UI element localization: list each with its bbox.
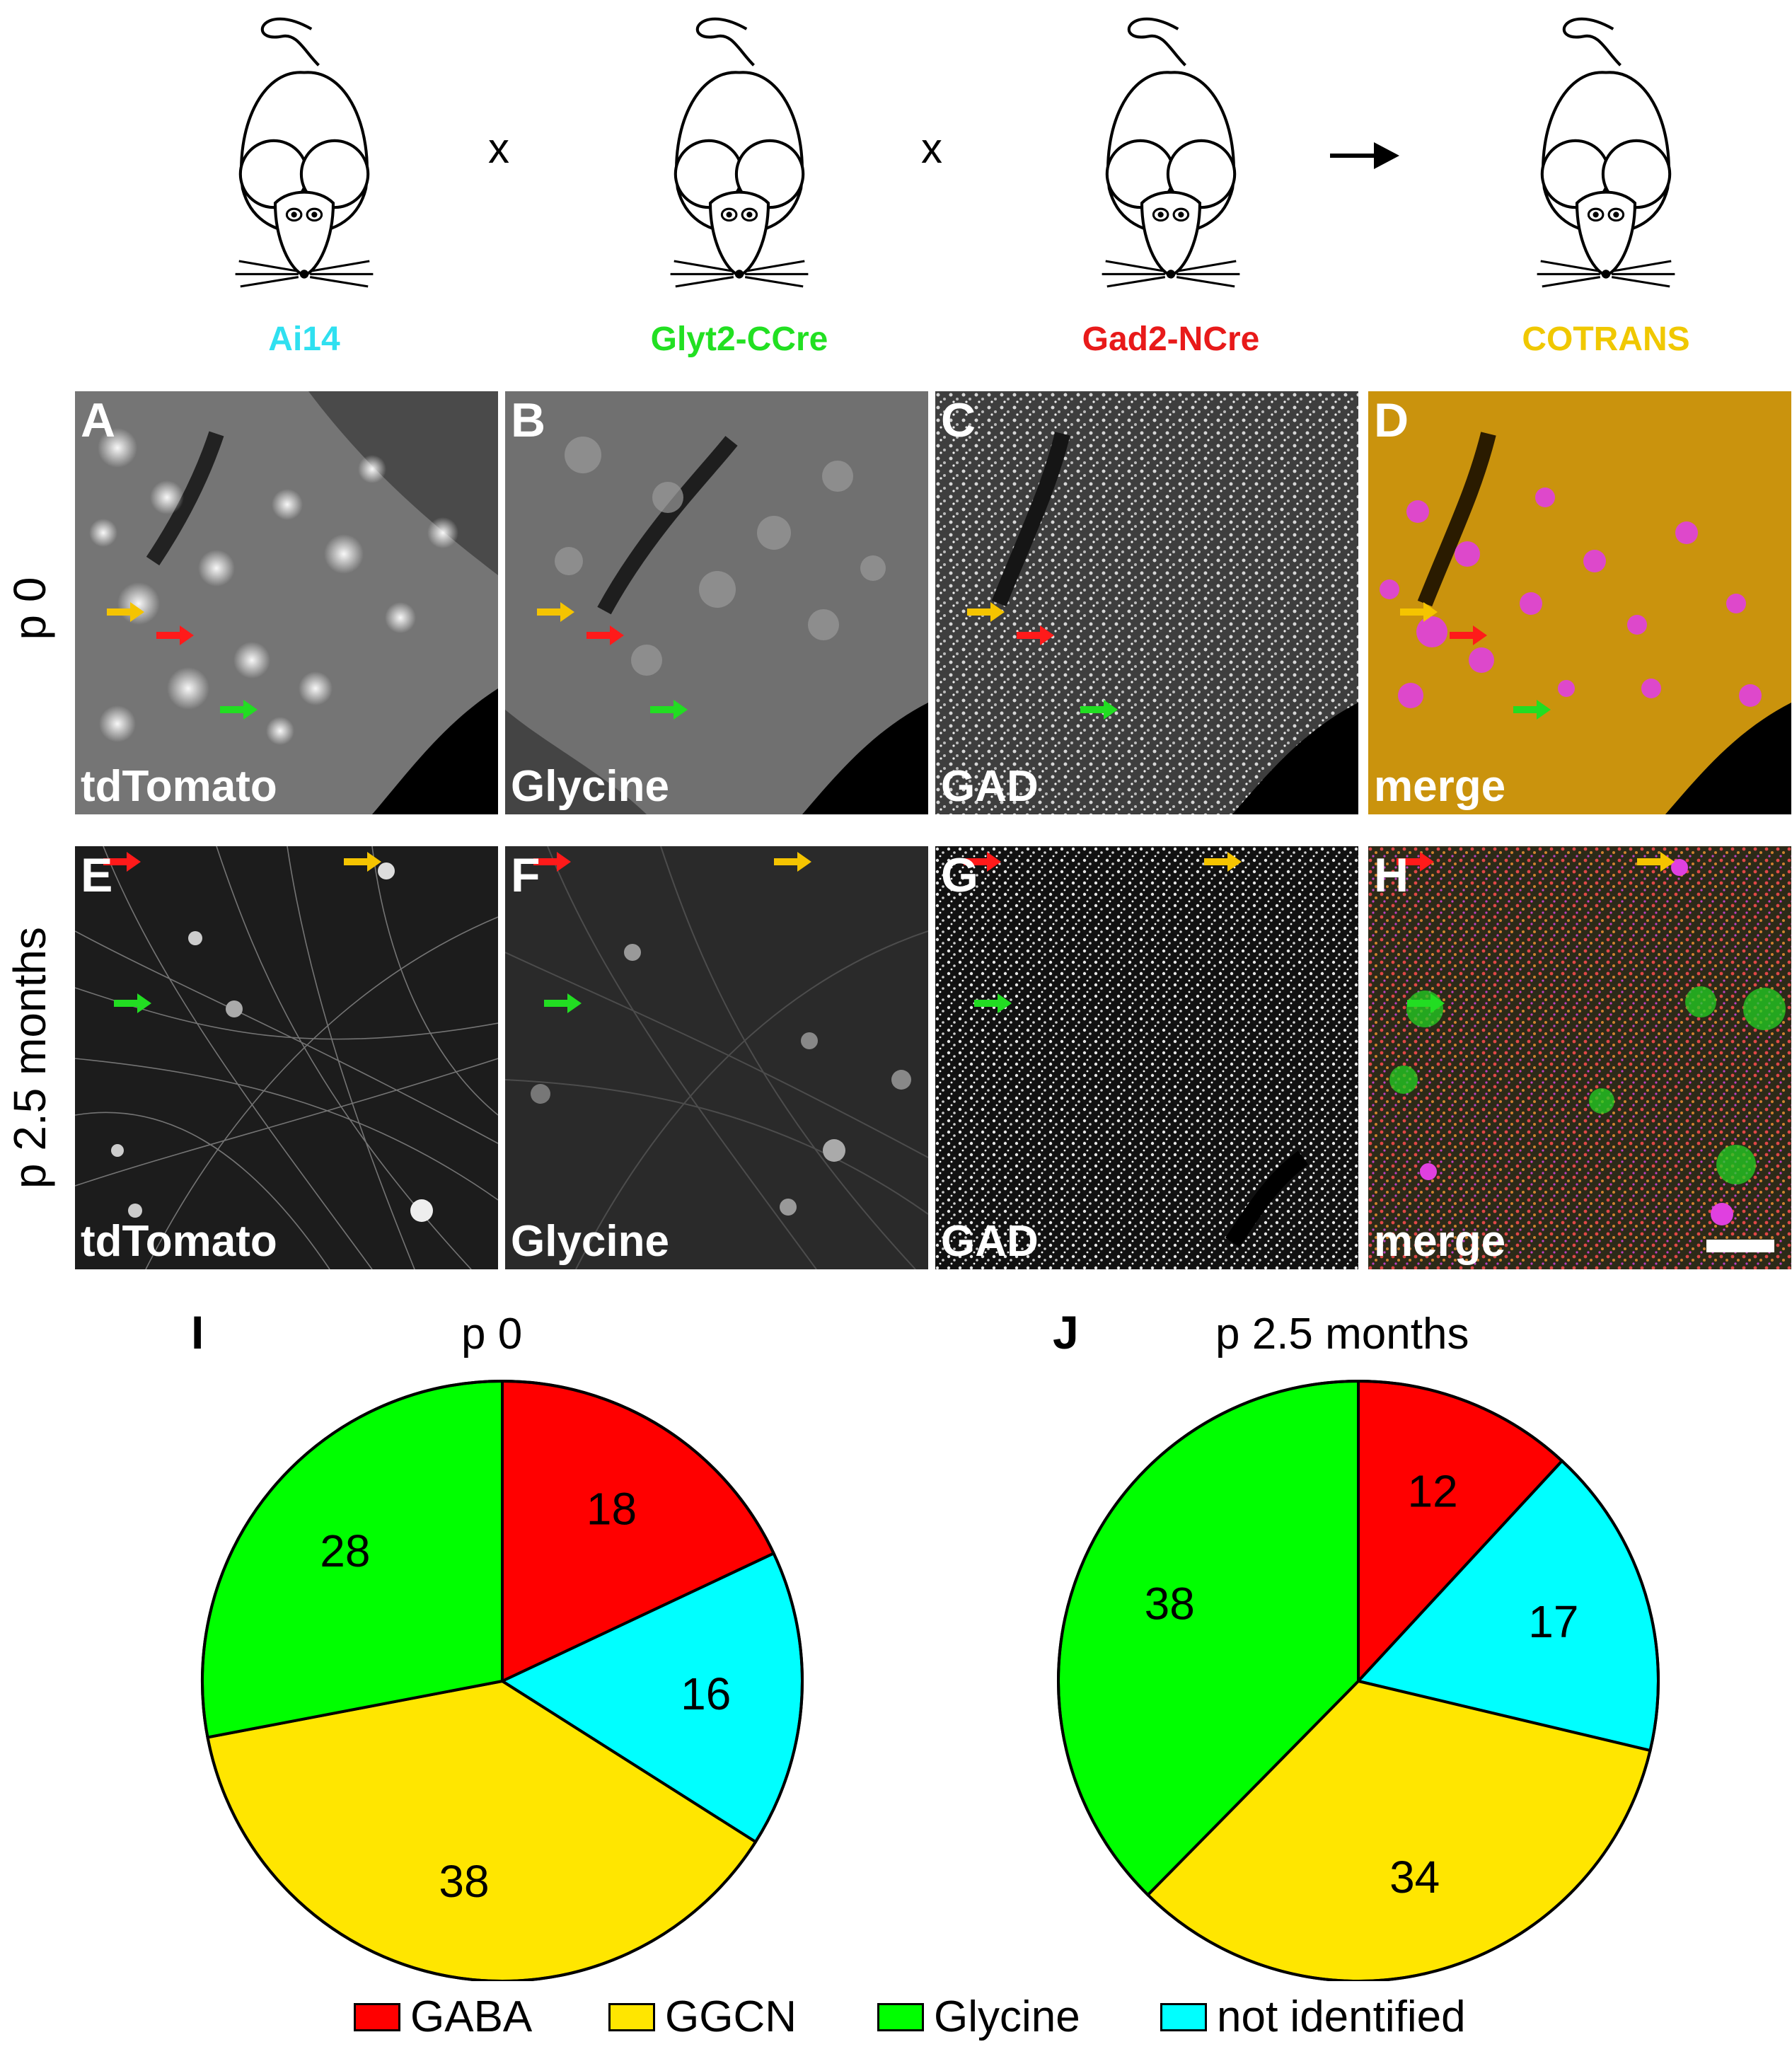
panel-letter-c: C (941, 393, 976, 447)
legend-label-gaba: GABA (410, 1992, 533, 2041)
panel-letter-e: E (81, 848, 113, 902)
legend-item-gaba: GABA (354, 1992, 532, 2042)
mouse-label-gad2: Gad2-NCre (1082, 321, 1260, 358)
mouse-cotrans-icon (1532, 0, 1680, 290)
chart-title-i: p 0 (461, 1310, 523, 1358)
panel-label-d: merge (1374, 762, 1506, 811)
pie-label-gaba: 12 (1408, 1466, 1458, 1517)
scale-bar (1706, 1240, 1774, 1252)
micrograph-panel-g: G GAD (935, 846, 1358, 1269)
pie-chart-p0: 18 16 38 28 (201, 1379, 804, 1981)
pie-label-ggcn: 34 (1389, 1852, 1440, 1903)
cross-operator-2: x (921, 125, 942, 172)
micrograph-panel-e: E tdTomato (75, 846, 498, 1269)
row-label-p0: p 0 (4, 577, 55, 640)
panel-label-h: merge (1374, 1217, 1506, 1266)
mouse-label-glyt2: Glyt2-CCre (650, 321, 828, 358)
mouse-gad2-icon (1097, 0, 1245, 290)
panel-letter-b: B (511, 393, 546, 447)
panel-letter-g: G (941, 848, 978, 902)
panel-label-g: GAD (941, 1217, 1039, 1266)
legend-swatch-not-identified (1160, 2002, 1207, 2031)
mouse-label-ai14: Ai14 (268, 321, 340, 358)
micrograph-panel-f: F Glycine (505, 846, 928, 1269)
pie-label-glycine: 28 (320, 1525, 370, 1576)
panel-label-b: Glycine (511, 762, 669, 811)
cross-operator-1: x (488, 125, 509, 172)
mouse-ai14-icon (230, 0, 378, 290)
panel-letter-a: A (81, 393, 116, 447)
chart-legend: GABA GGCN Glycine not identified (0, 1992, 1792, 2048)
panel-label-a: tdTomato (81, 762, 277, 811)
row-label-p25: p 2.5 months (4, 927, 55, 1189)
legend-label-not-identified: not identified (1217, 1992, 1466, 2041)
panel-label-f: Glycine (511, 1217, 669, 1266)
panel-label-e: tdTomato (81, 1217, 277, 1266)
legend-label-glycine: Glycine (934, 1992, 1080, 2041)
panel-letter-h: H (1374, 848, 1409, 902)
micrograph-panel-b: B Glycine (505, 391, 928, 814)
pie-label-gaba: 18 (586, 1484, 637, 1535)
legend-swatch-ggcn (608, 2002, 655, 2031)
pie-label-ggcn: 38 (439, 1856, 489, 1907)
micrograph-panel-d: D merge (1368, 391, 1791, 814)
legend-item-glycine: Glycine (877, 1992, 1080, 2042)
panel-letter-d: D (1374, 393, 1409, 447)
legend-item-not-identified: not identified (1160, 1992, 1466, 2042)
arrow-right-icon (1330, 142, 1399, 169)
mouse-glyt2-icon (665, 0, 814, 290)
pie-label-not-identified: 16 (681, 1668, 731, 1719)
chart-letter-i: I (191, 1306, 204, 1358)
pie-outline (201, 1380, 804, 1981)
chart-title-j: p 2.5 months (1215, 1310, 1469, 1358)
pie-label-not-identified: 17 (1528, 1596, 1578, 1647)
legend-swatch-gaba (354, 2002, 400, 2031)
micrograph-panel-h: H merge (1368, 846, 1791, 1269)
mouse-label-cotrans: COTRANS (1522, 321, 1690, 358)
legend-item-ggcn: GGCN (608, 1992, 797, 2042)
pie-outline (1057, 1380, 1660, 1981)
panel-letter-f: F (511, 848, 541, 902)
chart-letter-j: J (1053, 1306, 1079, 1358)
pie-label-glycine: 38 (1145, 1579, 1195, 1629)
panel-label-c: GAD (941, 762, 1039, 811)
pie-chart-p25: 12 17 34 38 (1057, 1379, 1660, 1981)
legend-swatch-glycine (877, 2002, 924, 2031)
micrograph-panel-c: C GAD (935, 391, 1358, 814)
micrograph-panel-a: A tdTomato (75, 391, 498, 814)
legend-label-ggcn: GGCN (665, 1992, 797, 2041)
